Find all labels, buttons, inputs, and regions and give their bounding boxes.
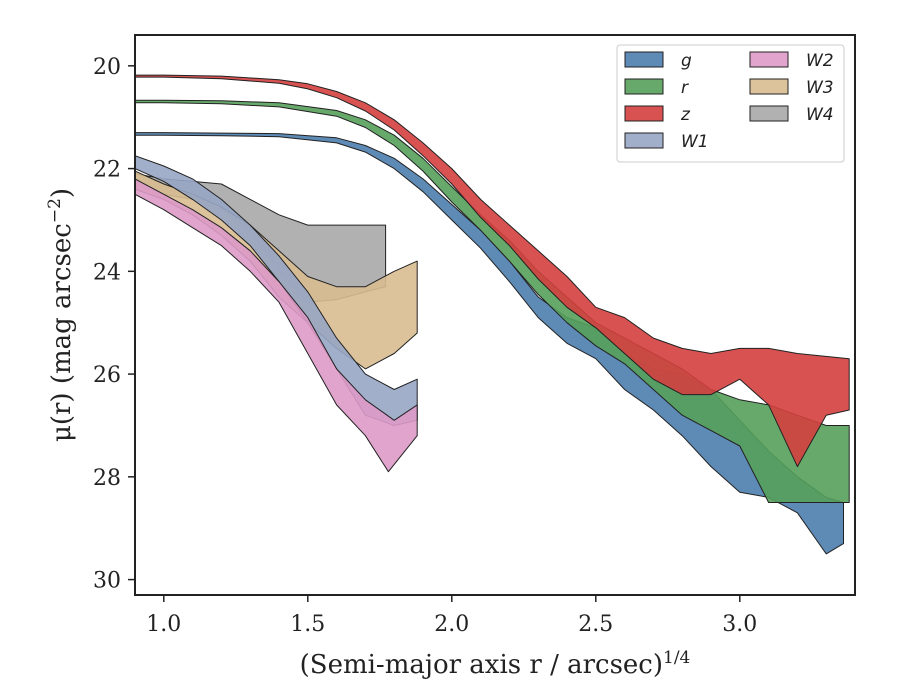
legend-label-w1: W1 [681,132,709,152]
legend-swatch-w1 [624,132,664,149]
y-axis-label: μ(r) (mag arcsec−2) [45,188,77,442]
y-tick-label: 28 [93,466,121,491]
x-axis-label-main: (Semi-major axis r / arcsec) [300,650,663,680]
legend-label-w2: W2 [806,51,834,71]
x-tick-label: 2.0 [434,612,469,637]
x-tick-label: 1.0 [146,612,181,637]
band-g [135,132,844,555]
band-w2 [135,178,418,473]
legend: grz W1 W2 W3 W4 [616,44,845,163]
band-z [135,74,850,468]
y-tick-label: 20 [93,55,121,80]
legend-label-w3: W3 [806,78,834,98]
x-tick-label: 3.0 [722,612,757,637]
legend-label-z: z [680,105,691,125]
y-tick-label: 24 [93,260,121,285]
legend-label-g: g [681,51,692,71]
band-r [135,99,850,503]
y-axis-label-close: ) [47,188,77,198]
x-axis-label: (Semi-major axis r / arcsec)1/4 [300,648,691,680]
y-axis-label-main: μ(r) (mag arcsec [47,223,77,442]
y-tick-label: 26 [93,363,121,388]
legend-label-w4: W4 [806,105,834,125]
plot-frame [134,34,856,596]
y-axis-label-exponent: −2 [45,198,65,223]
x-tick-label: 2.5 [578,612,613,637]
legend-swatch-w2 [749,51,789,68]
x-axis-label-exponent: 1/4 [663,648,690,668]
legend-frame [616,44,845,163]
y-axis-ticks: 20 22 24 26 28 30 [93,55,135,594]
x-tick-label: 1.5 [290,612,325,637]
y-tick-label: 22 [93,158,121,183]
y-tick-label: 30 [93,569,121,594]
legend-label-r: r [681,78,689,98]
x-axis-ticks: 1.0 1.5 2.0 2.5 3.0 [146,595,757,637]
legend-swatch-w3 [749,78,789,95]
legend-swatch-g [624,51,664,68]
legend-swatch-w4 [749,105,789,122]
legend-swatch-r [624,78,664,95]
legend-swatch-z [624,105,664,122]
profile-bands [135,74,850,555]
